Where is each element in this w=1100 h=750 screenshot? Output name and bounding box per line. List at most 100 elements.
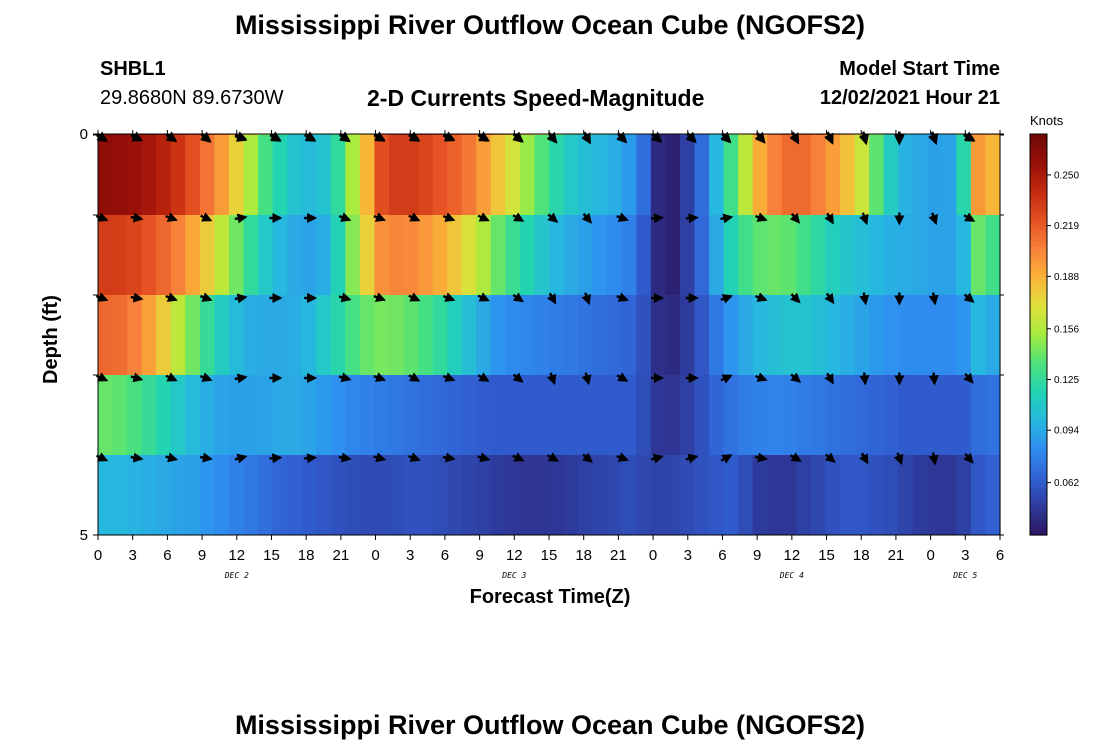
heatmap-cell xyxy=(607,295,623,375)
heatmap-cell xyxy=(199,455,215,535)
heatmap-cell xyxy=(665,215,681,295)
heatmap-cell xyxy=(752,215,768,295)
colorbar-segment xyxy=(1030,390,1047,396)
colorbar-segment xyxy=(1030,382,1047,388)
heatmap-cell xyxy=(956,295,972,375)
current-arrow xyxy=(685,213,699,224)
current-arrow xyxy=(304,132,317,142)
heatmap-cell xyxy=(301,135,317,215)
current-arrow xyxy=(547,452,559,462)
heatmap-cell xyxy=(796,295,812,375)
heatmap-cell xyxy=(374,215,390,295)
heatmap-cell xyxy=(956,135,972,215)
heatmap-cell xyxy=(534,135,550,215)
heatmap-cell xyxy=(883,135,899,215)
current-arrow xyxy=(755,372,768,382)
heatmap-cell xyxy=(112,375,128,455)
heatmap-cell xyxy=(156,215,172,295)
current-arrow xyxy=(755,292,768,302)
colorbar-segment xyxy=(1030,470,1047,476)
heatmap-cell xyxy=(447,375,463,455)
heatmap-cell xyxy=(694,135,710,215)
heatmap-cell xyxy=(403,295,419,375)
colorbar-segment xyxy=(1030,146,1047,151)
heatmap-cell xyxy=(432,215,448,295)
current-arrow xyxy=(963,212,976,222)
heatmap-cell xyxy=(243,455,259,535)
colorbar-segment xyxy=(1030,526,1047,532)
current-arrow xyxy=(928,132,938,146)
heatmap-cell xyxy=(316,375,332,455)
colorbar-segment xyxy=(1030,290,1047,295)
colorbar-segment xyxy=(1030,438,1047,444)
heatmap-cell xyxy=(287,215,303,295)
current-arrow xyxy=(963,132,976,142)
heatmap-cell xyxy=(98,455,114,535)
current-arrow xyxy=(338,212,352,222)
heatmap-cell xyxy=(898,455,914,535)
current-arrow xyxy=(928,372,939,386)
heatmap-cell xyxy=(738,295,754,375)
colorbar-segment xyxy=(1030,446,1047,452)
colorbar-segment xyxy=(1030,498,1047,504)
date-label: DEC 4 xyxy=(779,571,804,580)
x-tick-label: 21 xyxy=(333,547,350,564)
heatmap-cell xyxy=(592,455,608,535)
heatmap-cell xyxy=(679,375,696,455)
heatmap-cell xyxy=(476,215,492,295)
heatmap-cell xyxy=(156,135,172,215)
heatmap-cell xyxy=(403,455,419,535)
colorbar-segment xyxy=(1030,354,1047,360)
colorbar-segment xyxy=(1030,226,1047,231)
x-tick-label: 0 xyxy=(371,547,379,564)
current-arrow xyxy=(893,452,904,466)
heatmap-cell xyxy=(970,135,987,215)
date-label: DEC 3 xyxy=(501,571,526,580)
colorbar-tick-label: 0.156 xyxy=(1054,324,1079,335)
heatmap-cell xyxy=(199,375,215,455)
heatmap-cell xyxy=(374,135,390,215)
heatmap-cell xyxy=(258,375,274,455)
heatmap-cell xyxy=(839,375,856,455)
colorbar-tick-label: 0.250 xyxy=(1054,170,1079,181)
heatmap-cell xyxy=(723,215,739,295)
heatmap-cell xyxy=(767,375,783,455)
colorbar-segment xyxy=(1030,158,1047,163)
heatmap-cell xyxy=(519,135,536,215)
colorbar-segment xyxy=(1030,414,1047,420)
heatmap-cell xyxy=(316,455,332,535)
heatmap-cell xyxy=(243,135,259,215)
current-arrow xyxy=(547,212,559,223)
heatmap-cell xyxy=(607,215,623,295)
current-arrow xyxy=(373,372,387,382)
colorbar-segment xyxy=(1030,314,1047,320)
heatmap-cell xyxy=(214,295,230,375)
heatmap-cell xyxy=(898,295,914,375)
x-tick-label: 18 xyxy=(575,547,592,564)
heatmap-cell xyxy=(549,135,565,215)
heatmap-cell xyxy=(796,375,812,455)
current-arrow xyxy=(130,132,143,142)
heatmap-cell xyxy=(810,375,827,455)
heatmap-cell xyxy=(927,455,943,535)
current-arrow xyxy=(130,212,144,223)
heatmap-cell xyxy=(854,135,870,215)
current-arrow xyxy=(200,212,213,222)
heatmap-cell xyxy=(490,375,506,455)
heatmap-cell xyxy=(228,135,245,215)
heatmap-cell xyxy=(738,375,754,455)
colorbar-segment xyxy=(1030,298,1047,304)
current-arrow xyxy=(130,292,144,303)
colorbar-segment xyxy=(1030,190,1047,195)
heatmap-cell xyxy=(941,215,957,295)
station-coords: 29.8680N 89.6730W xyxy=(100,87,284,109)
heatmap-cell xyxy=(258,295,274,375)
current-arrow xyxy=(581,292,592,306)
heatmap-cell xyxy=(287,455,303,535)
heatmap-cell xyxy=(418,295,434,375)
current-arrow xyxy=(477,452,491,463)
heatmap-cell xyxy=(170,375,186,455)
heatmap-cell xyxy=(621,375,637,455)
heatmap-cell xyxy=(461,215,477,295)
heatmap-cell xyxy=(883,375,899,455)
